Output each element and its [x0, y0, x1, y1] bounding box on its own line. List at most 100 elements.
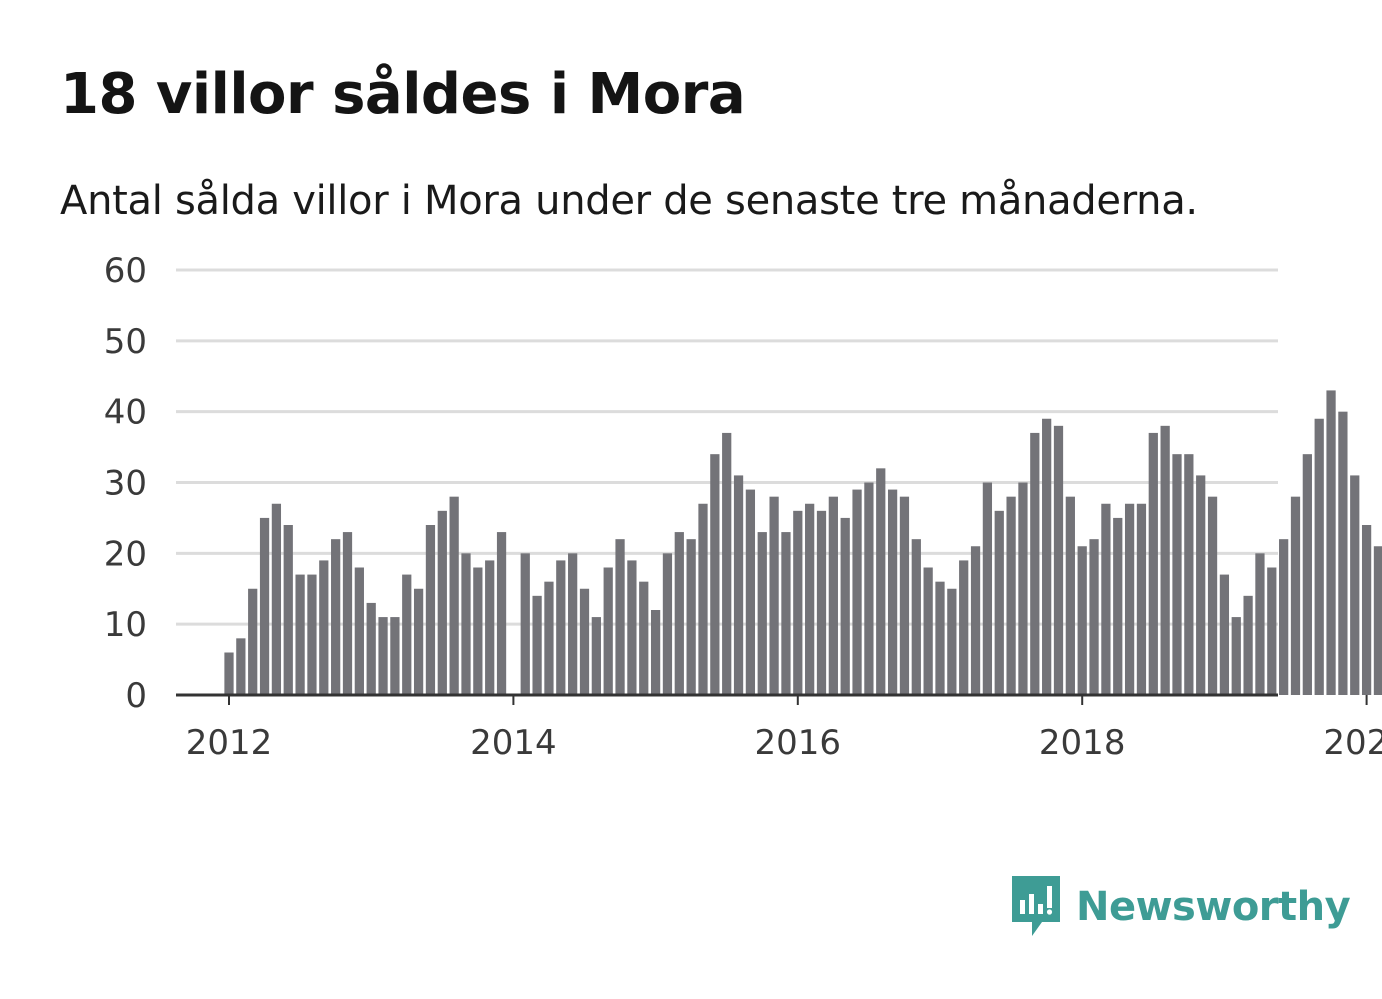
- bar: [1136, 503, 1147, 695]
- bar: [1302, 454, 1312, 695]
- bar: [331, 539, 341, 695]
- bar: [994, 510, 1004, 695]
- bar: [437, 510, 447, 695]
- bar: [710, 454, 720, 695]
- bar: [852, 489, 862, 695]
- bar: [579, 588, 590, 695]
- bar: [485, 560, 495, 695]
- bar: [449, 496, 459, 695]
- newsworthy-logo[interactable]: Newsworthy: [1010, 874, 1351, 940]
- bar: [745, 489, 756, 695]
- bar: [1006, 496, 1016, 695]
- bar: [1148, 432, 1158, 695]
- bar: [1124, 503, 1135, 695]
- bar: [1290, 496, 1301, 695]
- bar: [1184, 454, 1194, 695]
- bar: [236, 638, 246, 695]
- bar: [1053, 425, 1064, 695]
- bar: [947, 588, 957, 695]
- bar: [1196, 475, 1206, 695]
- bar: [1113, 517, 1123, 695]
- bars: [224, 390, 1382, 695]
- bar: [864, 482, 874, 695]
- bar: [342, 532, 353, 695]
- bar: [425, 525, 436, 695]
- y-tick-label: 50: [104, 322, 147, 362]
- bar: [1018, 482, 1028, 695]
- bar: [1350, 475, 1360, 695]
- bar: [402, 574, 412, 695]
- bar: [283, 525, 293, 695]
- y-axis-labels: 0 10 20 30 40 50 60: [104, 251, 147, 716]
- bar: [354, 567, 364, 695]
- bar: [603, 567, 613, 695]
- bar: [828, 496, 838, 695]
- bar: [473, 567, 483, 695]
- bar: [259, 517, 270, 695]
- bar: [662, 553, 673, 695]
- bar: [781, 532, 791, 695]
- bar: [793, 510, 803, 695]
- newsworthy-logo-icon: [1012, 876, 1060, 936]
- bar: [627, 560, 637, 695]
- x-tick-label: 2016: [755, 723, 842, 763]
- bar: [733, 475, 744, 695]
- bar: [1030, 432, 1040, 695]
- bar: [769, 496, 779, 695]
- bar: [1279, 539, 1289, 695]
- chart-subtitle: Antal sålda villor i Mora under de senas…: [60, 178, 1198, 224]
- bar: [496, 532, 507, 695]
- bar: [319, 560, 329, 695]
- bar: [911, 539, 921, 695]
- bar: [568, 553, 578, 695]
- bar: [520, 553, 530, 695]
- bar: [544, 581, 554, 695]
- bar: [591, 617, 601, 695]
- bar: [1065, 496, 1075, 695]
- bar: [1338, 411, 1348, 695]
- bar: [1172, 454, 1182, 695]
- brand-name: Newsworthy: [1076, 884, 1351, 930]
- y-tick-label: 60: [104, 251, 147, 291]
- bar: [674, 532, 684, 695]
- x-tick-label: 2018: [1039, 723, 1126, 763]
- bar: [840, 517, 850, 695]
- bar: [1042, 418, 1052, 695]
- bar: [805, 503, 815, 695]
- bar: [307, 574, 317, 695]
- bar: [1101, 503, 1111, 695]
- y-tick-label: 10: [104, 605, 147, 645]
- bar: [935, 581, 945, 695]
- bar: [295, 574, 305, 695]
- bar: [1160, 425, 1170, 695]
- bar: [1243, 595, 1253, 695]
- bar: [650, 610, 661, 695]
- bar: [1207, 496, 1218, 695]
- x-axis-labels: 20122014201620182020202220242026: [186, 695, 1382, 763]
- bar: [271, 503, 282, 695]
- bar: [970, 546, 981, 695]
- x-tick-label: 2012: [186, 723, 273, 763]
- bar: [1255, 553, 1265, 695]
- bar: [248, 588, 258, 695]
- bar: [876, 468, 886, 695]
- bar: [899, 496, 910, 695]
- bar: [686, 539, 696, 695]
- x-tick-label: 2014: [470, 723, 557, 763]
- bar: [757, 532, 767, 695]
- y-tick-label: 40: [104, 393, 147, 433]
- bar: [639, 581, 649, 695]
- bar: [959, 560, 969, 695]
- y-tick-label: 30: [104, 464, 147, 504]
- bar: [1361, 525, 1372, 695]
- bar: [1267, 567, 1277, 695]
- y-tick-label: 20: [104, 534, 147, 574]
- bar: [461, 553, 471, 695]
- bar: [532, 595, 542, 695]
- bar: [1089, 539, 1099, 695]
- bar: [887, 489, 898, 695]
- bar: [378, 617, 388, 695]
- bar: [556, 560, 566, 695]
- bar: [224, 652, 234, 695]
- chart-title: 18 villor såldes i Mora: [60, 62, 746, 127]
